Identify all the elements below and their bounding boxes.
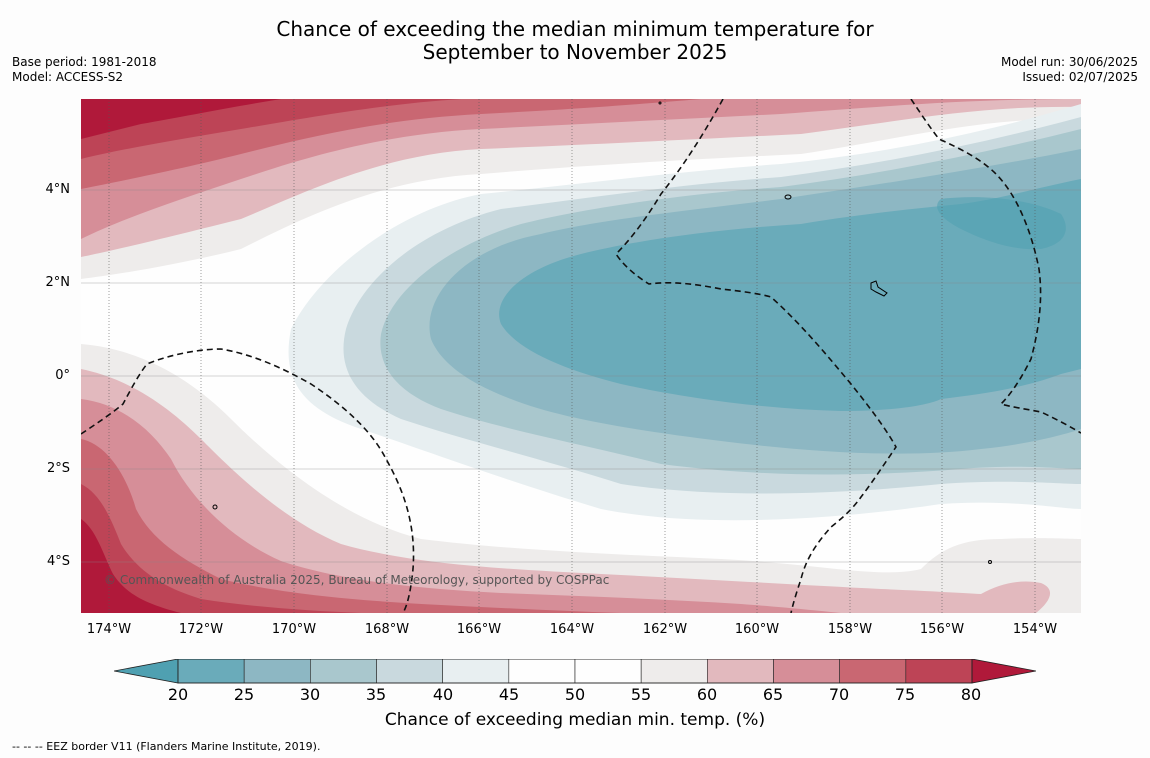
colorbar-segment bbox=[905, 659, 973, 684]
issued-text: Issued: 02/07/2025 bbox=[1022, 70, 1138, 84]
band-north-65-70 bbox=[81, 99, 1081, 239]
colorbar-tick-20: 20 bbox=[167, 685, 189, 704]
lat-label-2n: 2°N bbox=[45, 275, 71, 290]
latitude-gridlines bbox=[81, 189, 1081, 563]
colorbar-segment bbox=[773, 659, 840, 684]
map-panel[interactable] bbox=[81, 99, 1081, 613]
lon-label-156w: 156°W bbox=[919, 622, 965, 637]
colorbar-segment bbox=[310, 659, 377, 684]
lat-label-4n: 4°N bbox=[45, 182, 71, 197]
lon-label-158w: 158°W bbox=[827, 622, 873, 637]
meta-right: Model run: 30/06/2025 Issued: 02/07/2025 bbox=[1001, 55, 1138, 85]
model-text: Model: ACCESS-S2 bbox=[12, 70, 124, 84]
model-run-text: Model run: 30/06/2025 bbox=[1000, 55, 1138, 69]
probability-map[interactable] bbox=[81, 99, 1081, 613]
colorbar-tick-40: 40 bbox=[432, 685, 454, 704]
band-south-75-80 bbox=[81, 484, 361, 613]
colorbar-frame bbox=[177, 659, 973, 684]
colorbar-tick-55: 55 bbox=[630, 685, 652, 704]
colorbar-tick-30: 30 bbox=[299, 685, 321, 704]
map-title-line1: Chance of exceeding the median minimum t… bbox=[276, 17, 874, 41]
band-cool-20-25 bbox=[499, 179, 1081, 411]
lat-label-0: 0° bbox=[55, 368, 70, 383]
colorbar-tick-70: 70 bbox=[828, 685, 850, 704]
lat-label-4s: 4°S bbox=[46, 554, 70, 569]
colorbar-tick-60: 60 bbox=[696, 685, 718, 704]
colorbar-segment bbox=[707, 659, 774, 684]
colorbar-segment bbox=[508, 659, 576, 684]
lon-label-174w: 174°W bbox=[86, 622, 132, 637]
lon-label-164w: 164°W bbox=[549, 622, 595, 637]
lon-label-166w: 166°W bbox=[456, 622, 502, 637]
band-south-65-70 bbox=[81, 399, 841, 613]
colorbar bbox=[114, 659, 1036, 684]
lon-label-172w: 172°W bbox=[178, 622, 224, 637]
eez-borders bbox=[81, 99, 1081, 613]
colorbar-tick-35: 35 bbox=[365, 685, 387, 704]
colorbar-segment bbox=[640, 659, 708, 684]
colorbar-label: Chance of exceeding median min. temp. (%… bbox=[384, 710, 766, 730]
colorbar-segment bbox=[442, 659, 510, 684]
eez-legend-note: -- -- -- EEZ border V11 (Flanders Marine… bbox=[12, 740, 321, 753]
colorbar-segment bbox=[243, 659, 311, 684]
colorbar-extend-low bbox=[114, 659, 179, 684]
colorbar-segment bbox=[376, 659, 443, 684]
map-title: Chance of exceeding the median minimum t… bbox=[0, 18, 1150, 64]
map-title-line2: September to November 2025 bbox=[422, 40, 728, 64]
island-1 bbox=[784, 194, 792, 200]
colorbar-segment bbox=[574, 659, 642, 684]
lat-label-2s: 2°S bbox=[46, 461, 70, 476]
island-2 bbox=[870, 280, 888, 297]
colorbar-tick-25: 25 bbox=[233, 685, 255, 704]
island-3 bbox=[212, 504, 218, 510]
lon-label-162w: 162°W bbox=[642, 622, 688, 637]
colorbar-tick-45: 45 bbox=[498, 685, 520, 704]
band-north-80 bbox=[81, 99, 281, 139]
colorbar-tick-50: 50 bbox=[564, 685, 586, 704]
colorbar-extend-high bbox=[971, 659, 1036, 684]
lon-label-170w: 170°W bbox=[271, 622, 317, 637]
lon-label-154w: 154°W bbox=[1012, 622, 1058, 637]
band-south-80 bbox=[81, 519, 181, 613]
colorbar-tick-75: 75 bbox=[894, 685, 916, 704]
islands bbox=[212, 101, 992, 564]
band-cool-20 bbox=[937, 197, 1066, 250]
band-south-60-65 bbox=[81, 369, 1051, 613]
colorbar-tick-80: 80 bbox=[960, 685, 982, 704]
lon-label-168w: 168°W bbox=[364, 622, 410, 637]
copyright-text: © Commonwealth of Australia 2025, Bureau… bbox=[104, 573, 610, 587]
island-4 bbox=[658, 101, 662, 105]
colorbar-segments bbox=[177, 659, 973, 684]
base-period-text: Base period: 1981-2018 bbox=[12, 55, 157, 69]
island-5 bbox=[988, 560, 992, 564]
colorbar-tick-65: 65 bbox=[762, 685, 784, 704]
colorbar-segment bbox=[177, 659, 245, 684]
meta-left: Base period: 1981-2018 Model: ACCESS-S2 bbox=[12, 55, 157, 85]
colorbar-segment bbox=[839, 659, 907, 684]
lon-label-160w: 160°W bbox=[734, 622, 780, 637]
